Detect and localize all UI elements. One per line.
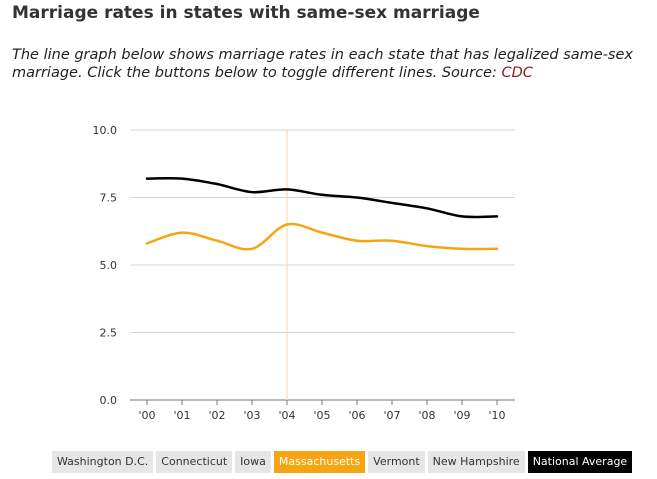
chart-title: Marriage rates in states with same-sex m…	[12, 3, 480, 23]
chart-description: The line graph below shows marriage rate…	[12, 46, 642, 82]
x-tick-label: '04	[278, 409, 295, 422]
x-tick-label: '10	[488, 409, 505, 422]
x-tick-label: '08	[418, 409, 435, 422]
x-tick-label: '00	[138, 409, 155, 422]
x-tick-label: '09	[453, 409, 470, 422]
toggle-iowa-button[interactable]: Iowa	[235, 451, 271, 473]
x-tick-label: '01	[173, 409, 190, 422]
series-line-massachusetts	[145, 222, 499, 251]
x-tick-label: '02	[208, 409, 225, 422]
toggle-new-hampshire-button[interactable]: New Hampshire	[427, 451, 525, 473]
y-tick-label: 7.5	[100, 192, 118, 205]
toggle-massachusetts-button[interactable]: Massachusetts	[273, 451, 366, 473]
line-chart: 0.0 2.5 5.0 7.5 10.0 '00 '01 '02 '03 '04 '05 '06 '07…	[93, 124, 515, 422]
y-tick-label: 5.0	[100, 259, 118, 272]
y-tick-label: 10.0	[93, 124, 118, 137]
x-tick-label: '03	[243, 409, 260, 422]
x-tick-label: '06	[348, 409, 365, 422]
toggle-vermont-button[interactable]: Vermont	[368, 451, 425, 473]
y-tick-label: 0.0	[100, 394, 118, 407]
toggle-washington-dc-button[interactable]: Washington D.C.	[52, 451, 154, 473]
x-tick-label: '05	[313, 409, 330, 422]
x-tick-label: '07	[383, 409, 400, 422]
toggle-national-average-button[interactable]: National Average	[527, 451, 633, 473]
description-text: The line graph below shows marriage rate…	[12, 47, 633, 81]
source-link[interactable]: CDC	[501, 65, 533, 81]
series-line-national-average	[145, 176, 499, 219]
series-toggle-buttons: Washington D.C. Connecticut Iowa Massachuse…	[52, 451, 635, 473]
toggle-connecticut-button[interactable]: Connecticut	[156, 451, 233, 473]
y-tick-label: 2.5	[100, 327, 118, 340]
